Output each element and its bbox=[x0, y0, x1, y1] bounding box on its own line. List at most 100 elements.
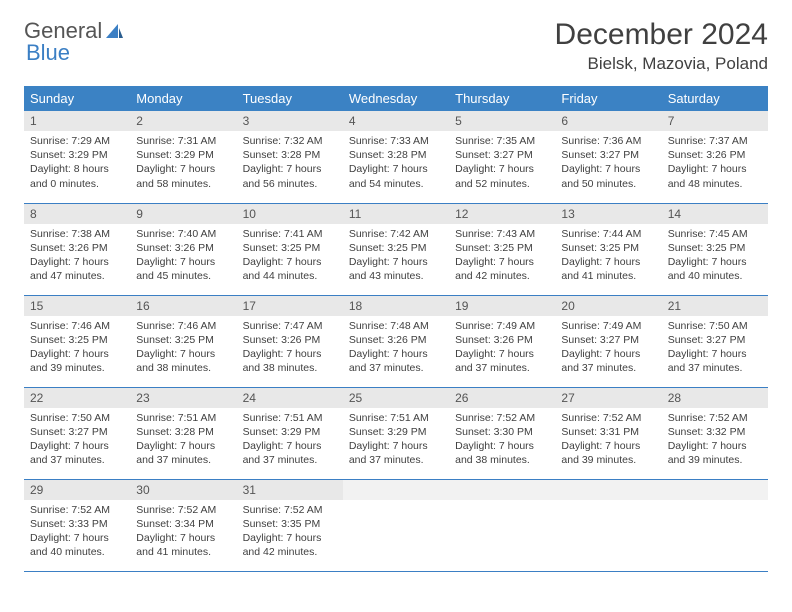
daylight-text: Daylight: 7 hours and 39 minutes. bbox=[668, 439, 762, 467]
sunset-text: Sunset: 3:27 PM bbox=[455, 148, 549, 162]
day-number: 20 bbox=[555, 296, 661, 316]
sunrise-text: Sunrise: 7:46 AM bbox=[30, 319, 124, 333]
sunset-text: Sunset: 3:27 PM bbox=[561, 333, 655, 347]
day-body: Sunrise: 7:51 AMSunset: 3:29 PMDaylight:… bbox=[343, 408, 449, 472]
day-number: 17 bbox=[237, 296, 343, 316]
day-number bbox=[449, 480, 555, 500]
day-number: 18 bbox=[343, 296, 449, 316]
day-number: 2 bbox=[130, 111, 236, 131]
day-number: 28 bbox=[662, 388, 768, 408]
calendar-cell: 26Sunrise: 7:52 AMSunset: 3:30 PMDayligh… bbox=[449, 387, 555, 479]
calendar-cell bbox=[449, 479, 555, 571]
sunset-text: Sunset: 3:28 PM bbox=[136, 425, 230, 439]
calendar-cell: 10Sunrise: 7:41 AMSunset: 3:25 PMDayligh… bbox=[237, 203, 343, 295]
calendar-cell bbox=[343, 479, 449, 571]
sunrise-text: Sunrise: 7:32 AM bbox=[243, 134, 337, 148]
daylight-text: Daylight: 7 hours and 42 minutes. bbox=[243, 531, 337, 559]
day-number: 8 bbox=[24, 204, 130, 224]
daylight-text: Daylight: 7 hours and 39 minutes. bbox=[561, 439, 655, 467]
day-number: 27 bbox=[555, 388, 661, 408]
day-number: 12 bbox=[449, 204, 555, 224]
day-body: Sunrise: 7:41 AMSunset: 3:25 PMDaylight:… bbox=[237, 224, 343, 288]
daylight-text: Daylight: 7 hours and 37 minutes. bbox=[30, 439, 124, 467]
calendar-cell: 9Sunrise: 7:40 AMSunset: 3:26 PMDaylight… bbox=[130, 203, 236, 295]
sunrise-text: Sunrise: 7:35 AM bbox=[455, 134, 549, 148]
sunset-text: Sunset: 3:29 PM bbox=[349, 425, 443, 439]
calendar-cell: 30Sunrise: 7:52 AMSunset: 3:34 PMDayligh… bbox=[130, 479, 236, 571]
sunrise-text: Sunrise: 7:33 AM bbox=[349, 134, 443, 148]
sunset-text: Sunset: 3:26 PM bbox=[349, 333, 443, 347]
sunset-text: Sunset: 3:34 PM bbox=[136, 517, 230, 531]
calendar-cell: 29Sunrise: 7:52 AMSunset: 3:33 PMDayligh… bbox=[24, 479, 130, 571]
sunset-text: Sunset: 3:28 PM bbox=[349, 148, 443, 162]
daylight-text: Daylight: 7 hours and 52 minutes. bbox=[455, 162, 549, 190]
day-number: 31 bbox=[237, 480, 343, 500]
col-sat: Saturday bbox=[662, 86, 768, 111]
sunset-text: Sunset: 3:25 PM bbox=[561, 241, 655, 255]
calendar-cell: 22Sunrise: 7:50 AMSunset: 3:27 PMDayligh… bbox=[24, 387, 130, 479]
day-body: Sunrise: 7:45 AMSunset: 3:25 PMDaylight:… bbox=[662, 224, 768, 288]
day-number bbox=[555, 480, 661, 500]
calendar-cell: 14Sunrise: 7:45 AMSunset: 3:25 PMDayligh… bbox=[662, 203, 768, 295]
sunrise-text: Sunrise: 7:52 AM bbox=[30, 503, 124, 517]
sunrise-text: Sunrise: 7:51 AM bbox=[136, 411, 230, 425]
day-body: Sunrise: 7:50 AMSunset: 3:27 PMDaylight:… bbox=[662, 316, 768, 380]
day-body: Sunrise: 7:52 AMSunset: 3:30 PMDaylight:… bbox=[449, 408, 555, 472]
day-body: Sunrise: 7:46 AMSunset: 3:25 PMDaylight:… bbox=[24, 316, 130, 380]
sunrise-text: Sunrise: 7:48 AM bbox=[349, 319, 443, 333]
day-number: 5 bbox=[449, 111, 555, 131]
calendar-cell: 2Sunrise: 7:31 AMSunset: 3:29 PMDaylight… bbox=[130, 111, 236, 203]
daylight-text: Daylight: 7 hours and 37 minutes. bbox=[668, 347, 762, 375]
day-number: 15 bbox=[24, 296, 130, 316]
calendar-row: 8Sunrise: 7:38 AMSunset: 3:26 PMDaylight… bbox=[24, 203, 768, 295]
day-body: Sunrise: 7:52 AMSunset: 3:35 PMDaylight:… bbox=[237, 500, 343, 564]
col-thu: Thursday bbox=[449, 86, 555, 111]
day-number: 11 bbox=[343, 204, 449, 224]
title-block: December 2024 Bielsk, Mazovia, Poland bbox=[555, 18, 768, 74]
sunrise-text: Sunrise: 7:42 AM bbox=[349, 227, 443, 241]
sunset-text: Sunset: 3:27 PM bbox=[30, 425, 124, 439]
sunset-text: Sunset: 3:25 PM bbox=[136, 333, 230, 347]
col-wed: Wednesday bbox=[343, 86, 449, 111]
daylight-text: Daylight: 7 hours and 37 minutes. bbox=[455, 347, 549, 375]
day-body bbox=[343, 500, 449, 507]
daylight-text: Daylight: 7 hours and 54 minutes. bbox=[349, 162, 443, 190]
daylight-text: Daylight: 8 hours and 0 minutes. bbox=[30, 162, 124, 190]
daylight-text: Daylight: 7 hours and 40 minutes. bbox=[30, 531, 124, 559]
calendar-cell: 6Sunrise: 7:36 AMSunset: 3:27 PMDaylight… bbox=[555, 111, 661, 203]
day-body bbox=[662, 500, 768, 507]
daylight-text: Daylight: 7 hours and 38 minutes. bbox=[136, 347, 230, 375]
header: General December 2024 Bielsk, Mazovia, P… bbox=[24, 18, 768, 74]
day-body: Sunrise: 7:48 AMSunset: 3:26 PMDaylight:… bbox=[343, 316, 449, 380]
sunset-text: Sunset: 3:25 PM bbox=[455, 241, 549, 255]
sunrise-text: Sunrise: 7:52 AM bbox=[243, 503, 337, 517]
day-body: Sunrise: 7:29 AMSunset: 3:29 PMDaylight:… bbox=[24, 131, 130, 195]
sunrise-text: Sunrise: 7:52 AM bbox=[136, 503, 230, 517]
sunrise-text: Sunrise: 7:31 AM bbox=[136, 134, 230, 148]
day-number: 16 bbox=[130, 296, 236, 316]
day-number: 3 bbox=[237, 111, 343, 131]
sunrise-text: Sunrise: 7:47 AM bbox=[243, 319, 337, 333]
location: Bielsk, Mazovia, Poland bbox=[555, 54, 768, 74]
daylight-text: Daylight: 7 hours and 38 minutes. bbox=[455, 439, 549, 467]
day-header-row: Sunday Monday Tuesday Wednesday Thursday… bbox=[24, 86, 768, 111]
daylight-text: Daylight: 7 hours and 50 minutes. bbox=[561, 162, 655, 190]
calendar-row: 15Sunrise: 7:46 AMSunset: 3:25 PMDayligh… bbox=[24, 295, 768, 387]
col-tue: Tuesday bbox=[237, 86, 343, 111]
col-sun: Sunday bbox=[24, 86, 130, 111]
day-body: Sunrise: 7:33 AMSunset: 3:28 PMDaylight:… bbox=[343, 131, 449, 195]
day-body bbox=[449, 500, 555, 507]
sunset-text: Sunset: 3:27 PM bbox=[561, 148, 655, 162]
day-number: 4 bbox=[343, 111, 449, 131]
sunrise-text: Sunrise: 7:49 AM bbox=[561, 319, 655, 333]
sunset-text: Sunset: 3:35 PM bbox=[243, 517, 337, 531]
daylight-text: Daylight: 7 hours and 37 minutes. bbox=[561, 347, 655, 375]
sunset-text: Sunset: 3:26 PM bbox=[30, 241, 124, 255]
daylight-text: Daylight: 7 hours and 45 minutes. bbox=[136, 255, 230, 283]
sunset-text: Sunset: 3:28 PM bbox=[243, 148, 337, 162]
calendar-cell: 15Sunrise: 7:46 AMSunset: 3:25 PMDayligh… bbox=[24, 295, 130, 387]
calendar-cell: 3Sunrise: 7:32 AMSunset: 3:28 PMDaylight… bbox=[237, 111, 343, 203]
calendar-row: 22Sunrise: 7:50 AMSunset: 3:27 PMDayligh… bbox=[24, 387, 768, 479]
day-body: Sunrise: 7:52 AMSunset: 3:32 PMDaylight:… bbox=[662, 408, 768, 472]
calendar-cell: 28Sunrise: 7:52 AMSunset: 3:32 PMDayligh… bbox=[662, 387, 768, 479]
